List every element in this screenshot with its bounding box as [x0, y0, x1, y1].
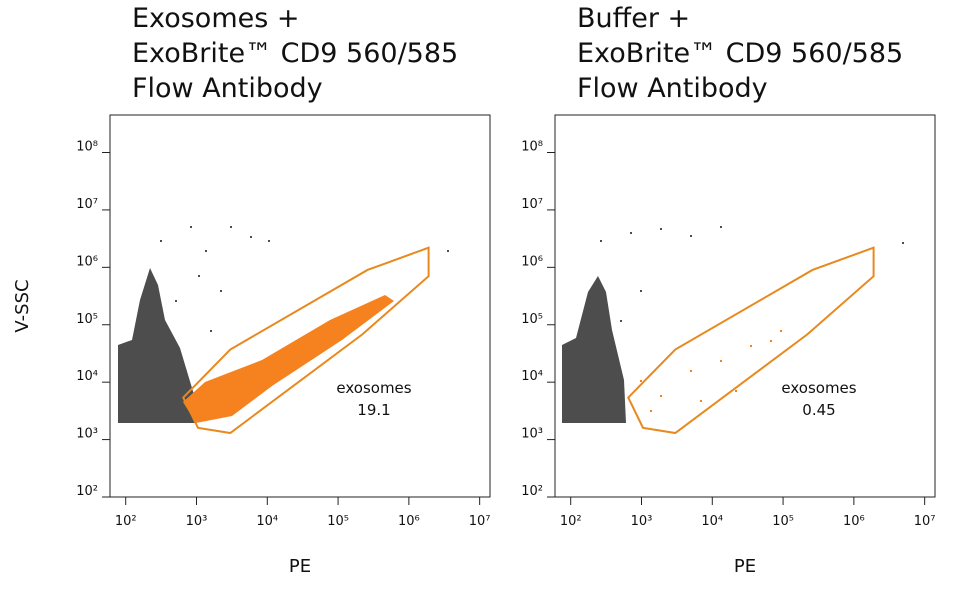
y-tick-label: 10⁸ — [76, 140, 98, 155]
plot-frame — [109, 114, 491, 498]
x-tick-label: 10⁶ — [398, 514, 420, 529]
chart-title: Buffer + — [577, 3, 690, 34]
chart-title: Exosomes + — [132, 3, 300, 34]
y-tick-label: 10⁵ — [76, 312, 98, 327]
x-tick-label: 10⁶ — [843, 514, 865, 529]
y-tick-label: 10⁸ — [521, 140, 543, 155]
y-tick-label: 10⁶ — [521, 254, 543, 269]
chart-title: Flow Antibody — [132, 73, 323, 104]
gate-name: exosomes — [336, 379, 411, 397]
y-tick-label: 10² — [521, 484, 543, 499]
y-tick-label: 10⁴ — [76, 369, 98, 384]
y-tick-label: 10⁴ — [521, 369, 543, 384]
population-left — [118, 226, 449, 423]
x-tick-label: 10⁴ — [256, 514, 278, 529]
gate-percent: 19.1 — [357, 401, 390, 419]
y-tick-label: 10³ — [76, 427, 98, 442]
chart-title: ExoBrite™ CD9 560/585 — [577, 38, 903, 69]
y-axis-label: V-SSC — [12, 279, 33, 332]
y-tick-label: 10² — [76, 484, 98, 499]
y-tick-label: 10³ — [521, 427, 543, 442]
y-tick-label: 10⁷ — [521, 197, 543, 212]
x-tick-label: 10⁷ — [469, 514, 491, 529]
chart-title: Flow Antibody — [577, 73, 768, 104]
chart-title: ExoBrite™ CD9 560/585 — [132, 38, 458, 69]
x-tick-label: 10⁵ — [772, 514, 794, 529]
x-tick-label: 10⁷ — [914, 514, 936, 529]
y-tick-label: 10⁶ — [76, 254, 98, 269]
gate — [182, 246, 430, 435]
x-axis-label: PE — [734, 556, 756, 577]
y-tick-label: 10⁵ — [521, 312, 543, 327]
x-tick-label: 10⁵ — [327, 514, 349, 529]
gate-percent: 0.45 — [802, 401, 835, 419]
gate — [627, 246, 875, 435]
plot-frame — [554, 114, 936, 498]
population-right — [562, 226, 904, 423]
y-tick-label: 10⁷ — [76, 197, 98, 212]
x-tick-label: 10⁴ — [701, 514, 723, 529]
x-tick-label: 10³ — [631, 514, 653, 529]
x-tick-label: 10³ — [186, 514, 208, 529]
x-axis-label: PE — [289, 556, 311, 577]
x-tick-label: 10² — [560, 514, 582, 529]
x-tick-label: 10² — [115, 514, 137, 529]
gate-name: exosomes — [781, 379, 856, 397]
